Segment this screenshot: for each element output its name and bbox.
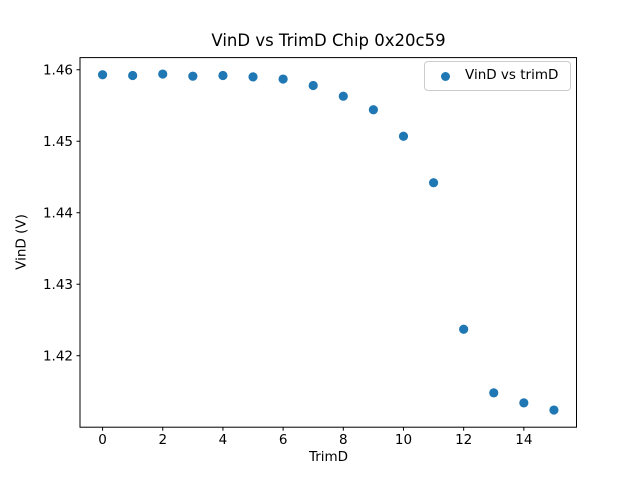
axes-frame bbox=[79, 57, 577, 428]
x-tick-label: 10 bbox=[395, 432, 412, 448]
data-point bbox=[97, 70, 108, 80]
y-tick-label: 1.46 bbox=[43, 62, 73, 78]
data-point bbox=[188, 71, 198, 81]
legend-label: VinD vs trimD bbox=[465, 67, 559, 84]
data-point bbox=[248, 72, 258, 82]
data-point bbox=[308, 80, 318, 91]
x-tick-label: 14 bbox=[515, 432, 532, 448]
data-point bbox=[519, 398, 529, 408]
x-tick-label: 2 bbox=[158, 432, 167, 448]
data-point bbox=[218, 70, 228, 81]
chart-title: VinD vs TrimD Chip 0x20c59 bbox=[211, 31, 446, 50]
data-point bbox=[128, 70, 138, 81]
data-point bbox=[428, 178, 439, 188]
data-point bbox=[549, 405, 559, 415]
x-tick-label: 0 bbox=[98, 432, 107, 448]
data-point bbox=[489, 388, 499, 398]
x-tick-label: 12 bbox=[455, 432, 472, 448]
data-point bbox=[368, 105, 378, 115]
x-tick-label: 8 bbox=[339, 432, 348, 448]
data-point bbox=[338, 91, 348, 101]
data-point bbox=[398, 131, 409, 141]
x-axis-label: TrimD bbox=[308, 449, 349, 465]
y-tick-label: 1.44 bbox=[43, 205, 73, 221]
legend-marker-dot-icon bbox=[441, 71, 450, 81]
x-tick-label: 6 bbox=[279, 432, 288, 448]
y-tick-label: 1.42 bbox=[43, 348, 73, 364]
y-tick-label: 1.43 bbox=[43, 277, 73, 293]
legend: VinD vs trimD bbox=[424, 61, 571, 91]
x-tick-label: 4 bbox=[219, 432, 228, 448]
y-tick-label: 1.45 bbox=[43, 134, 73, 150]
data-point bbox=[158, 69, 168, 79]
data-point bbox=[278, 74, 288, 84]
y-axis-label: VinD (V) bbox=[13, 214, 30, 270]
data-point bbox=[459, 324, 469, 334]
